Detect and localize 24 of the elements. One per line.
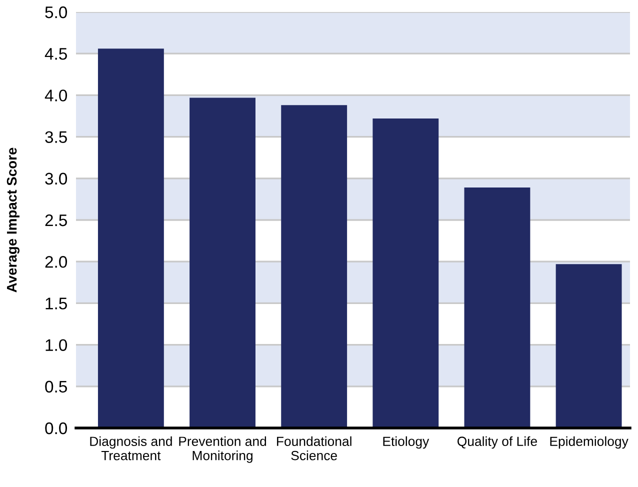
y-tick-label: 2.0	[45, 256, 68, 268]
x-tick-label: Diagnosis and Treatment	[90, 436, 172, 460]
y-tick-label: 5.0	[45, 6, 68, 18]
bar	[556, 264, 622, 428]
y-tick-label: 1.0	[46, 339, 68, 352]
y-tick-label: 3.5	[45, 131, 67, 144]
x-tick-label: Foundational Science	[277, 436, 352, 460]
y-axis-title: Average Impact Score	[6, 148, 20, 292]
y-tick-label: 0.0	[45, 422, 68, 434]
y-tick-label: 2.5	[45, 214, 67, 226]
y-tick-label: 4.0	[44, 90, 68, 102]
x-tick-label: Quality of Life	[458, 436, 537, 449]
x-tick-label: Etiology	[383, 436, 430, 449]
y-tick-label: 1.5	[46, 298, 67, 310]
bar	[190, 98, 256, 428]
x-tick-label: Epidemiology	[550, 436, 628, 449]
bar	[372, 118, 439, 428]
bar	[281, 105, 348, 428]
y-tick-label: 0.5	[45, 380, 67, 393]
y-tick-label: 4.5	[44, 48, 67, 60]
y-tick-label: 3.0	[45, 172, 68, 185]
x-tick-label: Prevention and Monitoring	[179, 436, 266, 463]
bar	[464, 188, 530, 428]
bar	[98, 48, 164, 428]
